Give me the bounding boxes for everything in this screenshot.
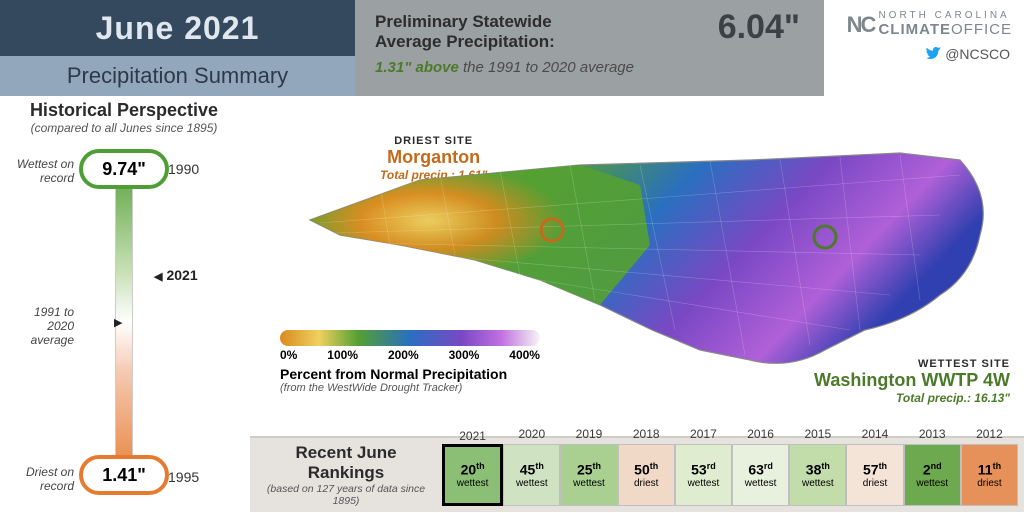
historical-panel: Historical Perspective (compared to all … — [0, 100, 248, 508]
legend-source: (from the WestWide Drought Tracker) — [280, 382, 540, 394]
org-top: NORTH CAROLINA — [878, 10, 1012, 21]
wettest-tag: WETTEST SITE — [814, 358, 1010, 370]
wettest-name: Washington WWTP 4W — [814, 370, 1010, 391]
rankings-sub: (based on 127 years of data since 1895) — [260, 483, 432, 507]
rank-cell: 2015 38th wettest — [789, 444, 846, 506]
wettest-cap: 9.74" — [79, 149, 169, 189]
hist-sub: (compared to all Junes since 1895) — [0, 121, 248, 135]
wettest-label: Wettest on record — [4, 157, 74, 185]
nc-mark-icon: NC — [834, 12, 874, 38]
rankings-label: Recent June Rankings (based on 127 years… — [250, 438, 442, 512]
wettest-val: Total precip.: 16.13" — [814, 391, 1010, 405]
legend-ticks: 0%100%200%300%400% — [280, 348, 540, 362]
driest-label: Driest on record — [4, 465, 74, 493]
title-text: June 2021 — [96, 10, 260, 47]
map-area: DRIEST SITE Morganton Total precip.: 1.6… — [260, 105, 1020, 425]
rank-cell: 2018 50th driest — [618, 444, 675, 506]
rankings-title: Recent June Rankings — [260, 443, 432, 483]
rank-cell: 2019 25th wettest — [560, 444, 617, 506]
subtitle-bar: Precipitation Summary — [0, 56, 355, 96]
rank-cell: 2017 53rd wettest — [675, 444, 732, 506]
rank-cell: 2021 20th wettest — [442, 444, 503, 506]
wettest-site-callout: WETTEST SITE Washington WWTP 4W Total pr… — [814, 358, 1010, 405]
title-bar: June 2021 — [0, 0, 355, 56]
avg-label: 1991 to 2020 average — [4, 305, 74, 347]
twitter-icon — [925, 45, 941, 61]
rank-cell: 2020 45th wettest — [503, 444, 560, 506]
prelim-value: 6.04" — [718, 8, 800, 47]
prelim-label: Preliminary Statewide Average Precipitat… — [375, 12, 605, 51]
org-logo: NC NORTH CAROLINA CLIMATEOFFICE — [824, 0, 1024, 39]
hist-title: Historical Perspective — [0, 100, 248, 121]
twitter-handle: @NCSCO — [824, 45, 1024, 62]
logo-area: NC NORTH CAROLINA CLIMATEOFFICE @NCSCO — [824, 0, 1024, 96]
delta-line: 1.31" above the 1991 to 2020 average — [375, 59, 808, 76]
rankings-cells: 2021 20th wettest2020 45th wettest2019 2… — [442, 438, 1024, 512]
legend-title: Percent from Normal Precipitation — [280, 366, 540, 382]
wettest-year: 1990 — [168, 161, 199, 177]
twitter-text: @NCSCO — [945, 46, 1010, 62]
org-main-b: OFFICE — [951, 21, 1012, 38]
subtitle-text: Precipitation Summary — [67, 63, 288, 89]
rank-cell: 2014 57th driest — [846, 444, 903, 506]
map-legend: 0%100%200%300%400% Percent from Normal P… — [280, 330, 540, 394]
driest-cap: 1.41" — [79, 455, 169, 495]
legend-gradient — [280, 330, 540, 346]
hist-scale: 9.74" 1.41" Wettest on record 1991 to 20… — [0, 153, 248, 503]
delta-rest: the 1991 to 2020 average — [459, 59, 634, 76]
dry-region — [310, 165, 650, 305]
org-main-a: CLIMATE — [878, 21, 951, 38]
rank-cell: 2016 63rd wettest — [732, 444, 789, 506]
current-year-marker: 2021 — [154, 267, 198, 283]
avg-marker — [112, 316, 122, 329]
rank-cell: 2012 11th driest — [961, 444, 1018, 506]
rankings-panel: Recent June Rankings (based on 127 years… — [250, 436, 1024, 512]
driest-year: 1995 — [168, 469, 199, 485]
prelim-band: Preliminary Statewide Average Precipitat… — [355, 0, 824, 96]
rank-cell: 2013 2nd wettest — [904, 444, 961, 506]
delta-value: 1.31" above — [375, 59, 459, 76]
